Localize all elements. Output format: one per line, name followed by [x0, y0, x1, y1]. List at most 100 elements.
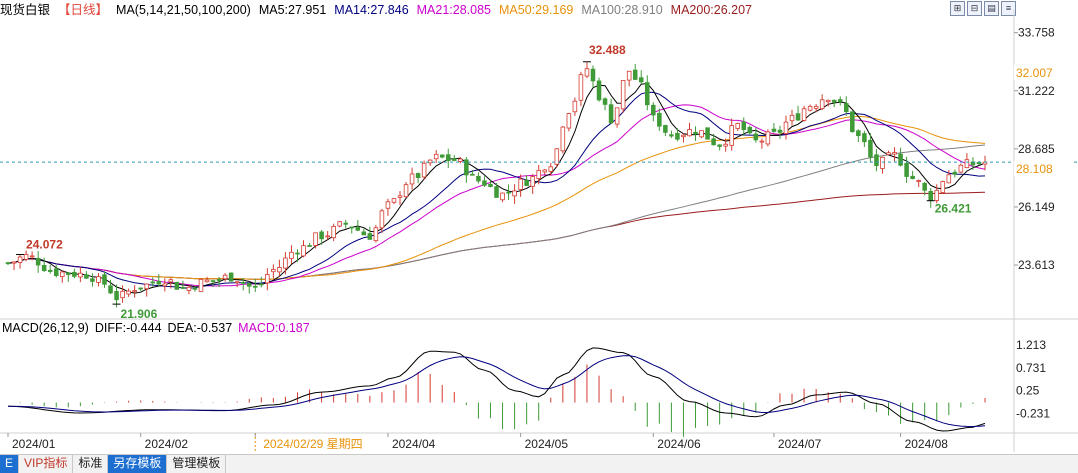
chart-header: 现货白银 【日线】 MA(5,14,21,50,100,200) MA5:27.951…: [0, 0, 1010, 20]
candle-body: [825, 99, 831, 103]
candle-body: [940, 181, 946, 193]
candle-body: [886, 152, 891, 155]
candle-body: [819, 99, 825, 110]
candle-body: [301, 245, 306, 257]
macd-label: MACD(26,12,9): [2, 321, 89, 335]
candle-body: [180, 287, 186, 289]
candle-body: [910, 175, 915, 180]
candle-body: [638, 77, 644, 83]
candle-body: [41, 264, 47, 271]
template-tabs: E VIP指标 标准 另存模板 管理模板: [0, 454, 1078, 473]
candle-body: [946, 174, 952, 184]
candle-body: [325, 235, 330, 238]
period-label[interactable]: 【日线】: [58, 3, 109, 17]
candle-body: [572, 100, 578, 113]
candle-body: [952, 171, 958, 175]
candle-body: [265, 274, 270, 284]
ma5-value: MA5:27.951: [258, 3, 327, 17]
candle-body: [319, 231, 324, 240]
candle-body: [482, 180, 487, 186]
grid-icon[interactable]: ⊞: [950, 1, 965, 16]
candle-body: [168, 279, 174, 283]
tab-vip[interactable]: VIP指标: [19, 455, 74, 473]
candle-body: [741, 121, 747, 130]
candle-body: [777, 129, 783, 133]
candle-body: [548, 166, 554, 172]
candle-body: [295, 252, 300, 255]
candle-body: [494, 186, 499, 198]
recent-low-label: 26.421: [935, 202, 972, 216]
candle-body: [729, 125, 734, 146]
candle-body: [958, 164, 964, 173]
candle-body: [5, 262, 11, 265]
date-tick-label: 2024/02/29 星期四: [263, 437, 362, 451]
candle-body: [536, 170, 541, 180]
candle-body: [904, 162, 909, 177]
candle-body: [403, 184, 409, 198]
candle-body: [240, 281, 246, 284]
candle-body: [524, 179, 529, 186]
price-tick-label: 28.685: [1018, 142, 1055, 156]
candle-body: [415, 173, 421, 178]
candle-body: [204, 279, 210, 283]
price-tick-label: 26.149: [1018, 200, 1055, 214]
candle-body: [427, 159, 433, 164]
candle-body: [657, 112, 662, 127]
date-tick-label: 2024/05: [525, 437, 569, 451]
ma-settings-label[interactable]: MA(5,14,21,50,100,200): [116, 3, 251, 17]
candle-body: [246, 283, 252, 287]
candle-body: [29, 255, 35, 258]
candle-body: [844, 103, 849, 113]
candle-body: [162, 283, 168, 287]
chart-icon[interactable]: ▤: [984, 1, 999, 16]
date-tick-label: 2024/02: [145, 437, 189, 451]
candle-body: [620, 79, 626, 110]
tab-prefix[interactable]: E: [0, 455, 20, 473]
candle-body: [512, 190, 517, 197]
candle-body: [645, 82, 650, 106]
date-tick-label: 2024/07: [778, 437, 822, 451]
candle-body: [72, 271, 77, 277]
tab-manage-template[interactable]: 管理模板: [167, 455, 227, 473]
candle-body: [964, 159, 970, 169]
candlestick-chart[interactable]: 33.758 31.222 28.685 26.149 23.613 1.213 0.731…: [0, 0, 1078, 454]
candle-body: [439, 154, 445, 158]
last-price-label: 28.108: [1016, 162, 1053, 176]
layout-icon[interactable]: ⊟: [967, 1, 982, 16]
candle-body: [542, 169, 548, 173]
ma100-line: [7, 144, 986, 280]
price-tag-label: 32.007: [1016, 66, 1053, 80]
macd-value: MACD:0.187: [238, 321, 310, 335]
candle-body: [596, 80, 602, 101]
candle-body: [868, 139, 873, 158]
candle-body: [693, 131, 698, 135]
candle-body: [84, 274, 89, 279]
candle-body: [23, 254, 29, 260]
macd-dea-line: [7, 355, 986, 428]
candle-body: [156, 280, 162, 285]
menu-icon[interactable]: ≡: [1001, 1, 1016, 16]
candle-body: [880, 156, 885, 169]
candle-body: [445, 154, 451, 162]
candle-body: [289, 251, 294, 259]
candle-body: [807, 106, 813, 111]
candle-body: [518, 178, 523, 190]
candle-body: [856, 130, 861, 137]
candle-body: [361, 231, 367, 236]
tab-standard[interactable]: 标准: [73, 455, 109, 473]
candle-body: [922, 182, 927, 191]
price-tag-box: [1014, 64, 1074, 80]
candle-body: [114, 291, 119, 301]
tab-save-template[interactable]: 另存模板: [108, 455, 168, 473]
candle-body: [433, 153, 439, 160]
candle-body: [801, 108, 807, 121]
macd-header: MACD(26,12,9) DIFF:-0.444 DEA:-0.537 MACD:0…: [2, 320, 316, 336]
candle-body: [608, 104, 614, 124]
candle-body: [307, 245, 312, 247]
candle-body: [554, 148, 560, 165]
candle-body: [252, 285, 258, 288]
candle-body: [705, 127, 710, 140]
candle-body: [566, 113, 572, 129]
candle-body: [349, 226, 355, 229]
candle-body: [66, 272, 71, 275]
